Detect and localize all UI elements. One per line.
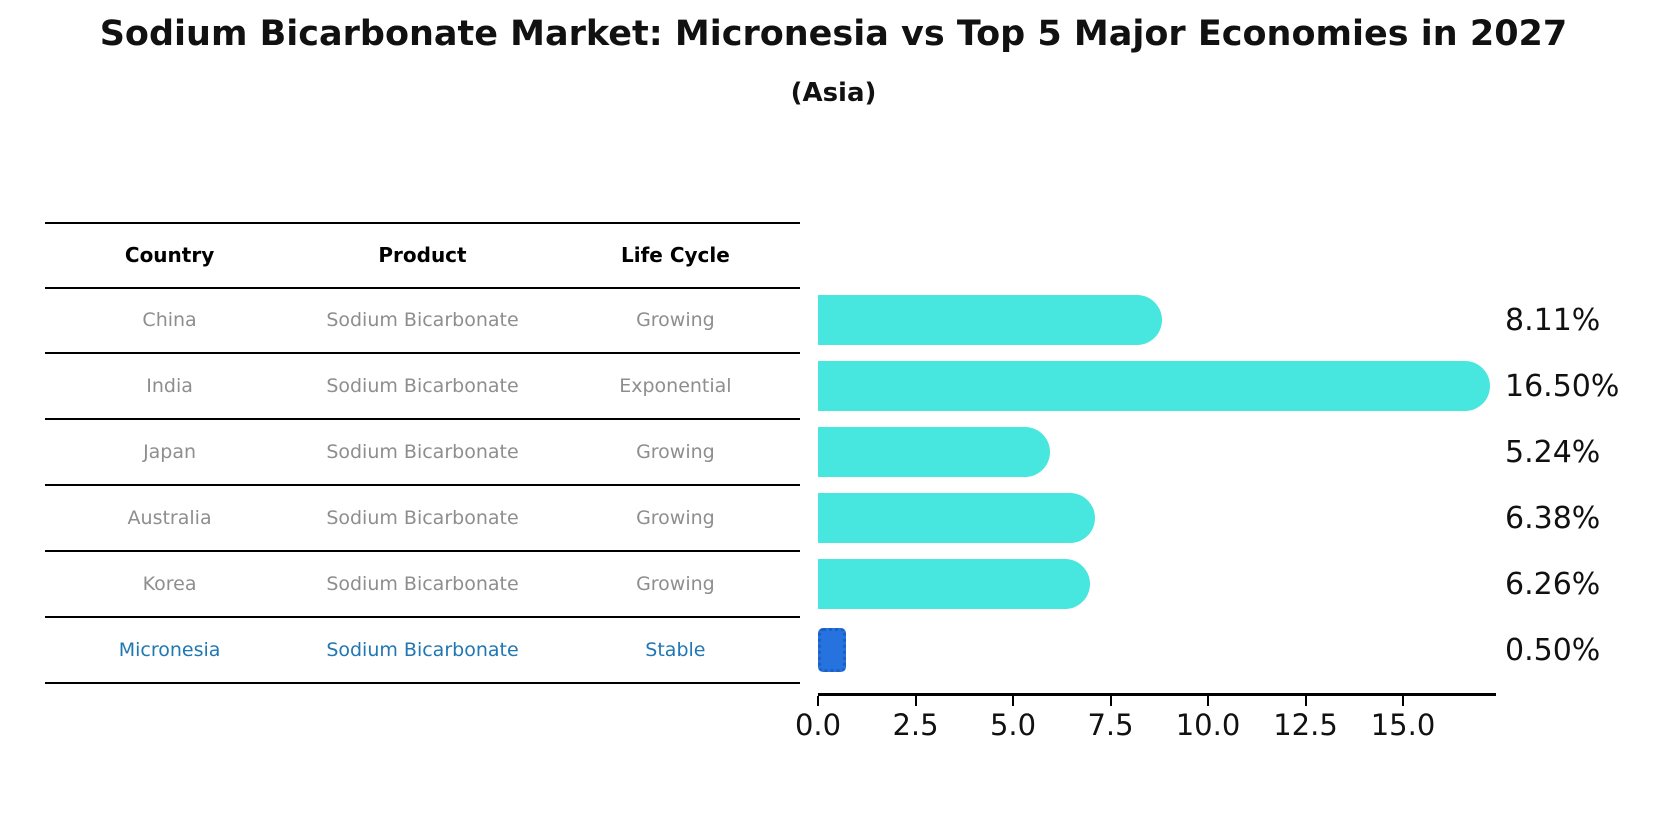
cell-country: Korea bbox=[142, 573, 197, 595]
cell-product: Sodium Bicarbonate bbox=[326, 507, 519, 529]
cell-product: Sodium Bicarbonate bbox=[326, 573, 519, 595]
bar-japan bbox=[818, 427, 1051, 477]
x-tick-label: 15.0 bbox=[1370, 708, 1436, 742]
value-label-india: 16.50% bbox=[1505, 368, 1620, 404]
x-tick-mark bbox=[1207, 696, 1209, 706]
x-tick-label: 5.0 bbox=[989, 708, 1037, 742]
value-label-china: 8.11% bbox=[1505, 302, 1601, 338]
cell-product: Sodium Bicarbonate bbox=[326, 375, 519, 397]
table-rule-line bbox=[45, 287, 800, 289]
table-row-india: India Sodium Bicarbonate Exponential bbox=[45, 353, 800, 419]
cell-life_cycle: Stable bbox=[645, 639, 706, 661]
cell-country: Micronesia bbox=[118, 639, 221, 661]
chart-title: Sodium Bicarbonate Market: Micronesia vs… bbox=[99, 14, 1568, 54]
cell-life_cycle: Growing bbox=[636, 507, 715, 529]
cell-product: Sodium Bicarbonate bbox=[326, 441, 519, 463]
cell-life_cycle: Exponential bbox=[619, 375, 732, 397]
x-tick-label: 2.5 bbox=[892, 708, 939, 742]
cell-life_cycle: Growing bbox=[636, 309, 715, 331]
cell-country: Japan bbox=[143, 441, 197, 463]
bar-china bbox=[818, 295, 1163, 345]
x-tick-mark bbox=[817, 696, 819, 706]
x-tick-mark bbox=[914, 696, 917, 706]
x-tick-label: 0.0 bbox=[794, 708, 842, 742]
table-row-korea: Korea Sodium Bicarbonate Growing bbox=[45, 551, 800, 617]
chart-subtitle: (Asia) bbox=[790, 78, 877, 108]
table-rule-line bbox=[45, 222, 800, 224]
x-tick-label: 12.5 bbox=[1273, 708, 1338, 742]
table-rule-line bbox=[45, 484, 800, 486]
bar-korea bbox=[818, 559, 1091, 609]
x-axis-line bbox=[818, 693, 1496, 696]
table-rule-line bbox=[45, 550, 800, 552]
value-label-japan: 5.24% bbox=[1505, 434, 1601, 470]
table-rule-line bbox=[45, 352, 800, 354]
cell-product: Sodium Bicarbonate bbox=[326, 639, 519, 661]
table-row-japan: Japan Sodium Bicarbonate Growing bbox=[45, 419, 800, 485]
x-tick-label: 10.0 bbox=[1175, 708, 1241, 742]
value-label-australia: 6.38% bbox=[1505, 500, 1601, 536]
cell-product: Sodium Bicarbonate bbox=[326, 309, 519, 331]
bar-india bbox=[818, 361, 1490, 411]
cell-life_cycle: Growing bbox=[636, 441, 715, 463]
table-row-australia: Australia Sodium Bicarbonate Growing bbox=[45, 485, 800, 551]
table-header-row: Country Product Life Cycle bbox=[45, 222, 800, 287]
bar-australia bbox=[818, 493, 1095, 543]
cell-country: China bbox=[142, 309, 197, 331]
table-header-life-cycle: Life Cycle bbox=[620, 242, 730, 267]
x-tick-mark bbox=[1402, 696, 1404, 706]
value-label-micronesia: 0.50% bbox=[1505, 632, 1601, 668]
table-rule-line bbox=[45, 682, 800, 684]
cell-country: India bbox=[146, 375, 193, 397]
x-tick-label: 7.5 bbox=[1087, 708, 1134, 742]
table-rule-line bbox=[45, 616, 800, 618]
x-tick-mark bbox=[1109, 696, 1112, 706]
table-row-micronesia: Micronesia Sodium Bicarbonate Stable bbox=[45, 617, 800, 683]
value-label-korea: 6.26% bbox=[1505, 566, 1601, 602]
x-tick-mark bbox=[1304, 696, 1307, 706]
table-rule-line bbox=[45, 418, 800, 420]
x-tick-mark bbox=[1012, 696, 1014, 706]
table-header-country: Country bbox=[124, 242, 215, 267]
cell-life_cycle: Growing bbox=[636, 573, 715, 595]
table-header-product: Product bbox=[378, 242, 467, 267]
table-row-china: China Sodium Bicarbonate Growing bbox=[45, 287, 800, 353]
cell-country: Australia bbox=[127, 507, 212, 529]
bar-micronesia bbox=[818, 628, 846, 672]
